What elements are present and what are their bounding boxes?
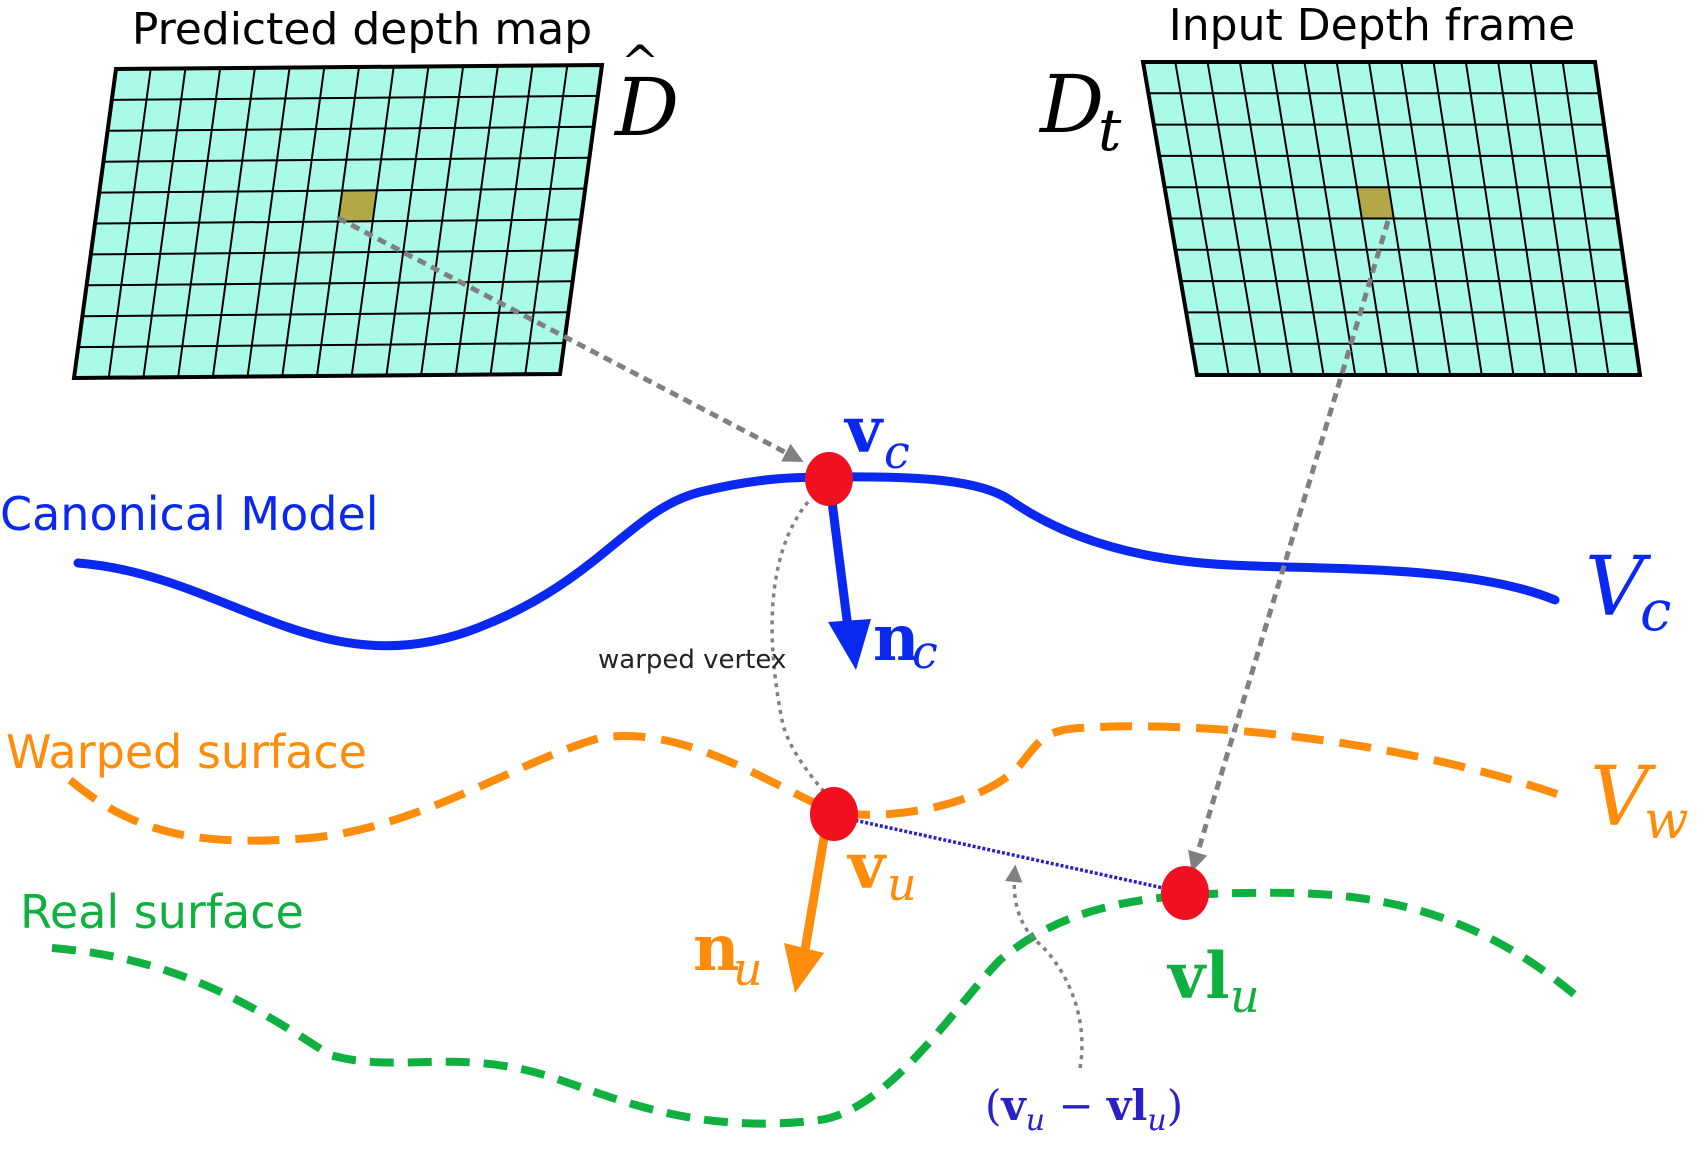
predicted-grid-line xyxy=(86,280,573,287)
predicted-grid-line xyxy=(78,342,565,349)
input-depth-symbol-subscript: t xyxy=(1098,96,1122,164)
warped-set-subscript: w xyxy=(1644,791,1689,851)
predicted-depth-symbol-hat: ^ xyxy=(621,35,660,89)
predicted-grid-line xyxy=(111,94,598,101)
residual-vl-sub: u xyxy=(1147,1103,1166,1138)
normal-nc-arrow xyxy=(825,485,871,670)
predicted-grid-line xyxy=(94,218,582,225)
residual-vl: vl xyxy=(1106,1081,1147,1130)
label-nc-sub: c xyxy=(912,625,938,679)
label-nu-sub: u xyxy=(733,942,763,996)
residual-close: ) xyxy=(1167,1081,1183,1130)
predicted-depth-symbol: D ^ xyxy=(613,35,679,154)
input-depth-symbol-letter: D xyxy=(1038,58,1104,151)
input-border xyxy=(1140,60,1643,377)
input-depth-symbol: D t xyxy=(1038,58,1122,164)
label-vc-main: v xyxy=(843,393,884,468)
predicted-highlight-cell xyxy=(338,190,377,222)
predicted-depth-grid xyxy=(71,62,605,381)
label-nc-main: n xyxy=(873,601,920,676)
warped-set-symbol: V w xyxy=(1590,750,1689,851)
canonical-set-symbol: V c xyxy=(1585,540,1671,644)
real-surface-curve xyxy=(51,888,1578,1128)
predicted-depth-symbol-letter: D xyxy=(613,61,679,154)
residual-pointer-arrow xyxy=(1004,864,1084,1069)
point-vc-marker xyxy=(805,452,853,506)
predicted-grid-line xyxy=(99,187,586,194)
input-depth-grid xyxy=(1140,60,1643,377)
label-vu: v u xyxy=(846,829,917,911)
normal-nc-shaft xyxy=(825,485,853,629)
label-nu-main: n xyxy=(693,911,740,986)
normal-nu-arrow xyxy=(784,819,832,993)
input-highlight-cell xyxy=(1356,187,1394,219)
input-to-vlu-arrow xyxy=(1188,220,1391,872)
label-vu-main: v xyxy=(846,829,887,904)
label-nu: n u xyxy=(693,911,763,996)
normal-nu-head xyxy=(784,943,824,993)
canonical-set-subscript: c xyxy=(1640,579,1671,644)
warped-surface-label: Warped surface xyxy=(6,725,367,779)
residual-v: v xyxy=(1000,1081,1027,1130)
real-surface-label: Real surface xyxy=(20,885,304,939)
predicted-border xyxy=(71,62,605,381)
label-vlu: vl u xyxy=(1166,939,1260,1023)
label-nc: n c xyxy=(873,601,938,679)
point-vlu-marker xyxy=(1161,866,1209,920)
label-vlu-sub: u xyxy=(1230,969,1260,1023)
canonical-model-label: Canonical Model xyxy=(0,487,379,541)
predicted-grid-line xyxy=(82,311,569,318)
canonical-set-letter: V xyxy=(1585,540,1652,635)
label-vc-sub: c xyxy=(884,425,910,479)
residual-open: ( xyxy=(985,1081,1001,1130)
point-vu-marker xyxy=(810,787,858,841)
predicted-grid-line xyxy=(90,249,577,256)
warped-vertex-arrow xyxy=(770,500,839,808)
warped-vertex-label: warped vertex xyxy=(598,645,786,675)
residual-line xyxy=(830,813,1187,895)
normal-nu-shaft xyxy=(800,819,832,951)
input-depth-title: Input Depth frame xyxy=(1169,0,1575,51)
predicted-to-vc-arrow xyxy=(336,215,804,463)
label-vlu-main: vl xyxy=(1166,939,1230,1014)
residual-expression: (vu − vlu) xyxy=(985,1081,1183,1138)
label-vc: v c xyxy=(843,393,910,479)
predicted-grid-line xyxy=(107,125,594,132)
normal-nc-head xyxy=(828,619,871,670)
predicted-grid-line xyxy=(103,156,590,163)
residual-v-sub: u xyxy=(1026,1103,1045,1138)
warped-set-letter: V xyxy=(1590,750,1657,845)
residual-minus: − xyxy=(1045,1081,1107,1130)
predicted-depth-title: Predicted depth map xyxy=(132,4,592,55)
label-vu-sub: u xyxy=(887,857,917,911)
